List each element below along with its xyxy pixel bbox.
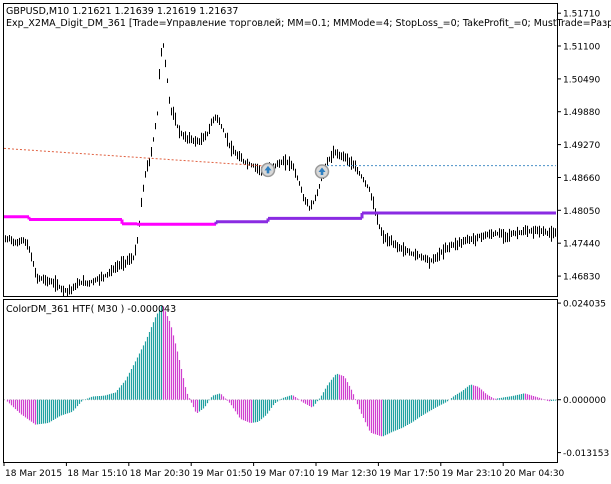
price-tick-label: 1.48050 xyxy=(563,207,600,217)
time-tick-label: 18 Mar 2015 xyxy=(5,469,62,479)
indicator-tick-label: 0.000000 xyxy=(563,396,606,406)
time-tick-label: 19 Mar 23:10 xyxy=(442,469,502,479)
time-tick-label: 18 Mar 20:30 xyxy=(130,469,190,479)
price-bars xyxy=(5,43,556,296)
price-tick-label: 1.49880 xyxy=(563,108,600,118)
buy-arrow-icon[interactable] xyxy=(314,164,330,179)
indicator-tick-label: -0.013153 xyxy=(563,449,609,459)
time-tick-label: 18 Mar 15:10 xyxy=(67,469,127,479)
price-tick-label: 1.51100 xyxy=(563,43,600,53)
price-tick-label: 1.50490 xyxy=(563,75,600,85)
expert-info-text: Exp_X2MA_Digit_DM_361 [Trade=Управление … xyxy=(6,18,611,29)
price-tick-label: 1.48660 xyxy=(563,174,600,184)
time-tick-label: 19 Mar 12:30 xyxy=(317,469,377,479)
symbol-info-text: GBPUSD,M10 1.21621 1.21639 1.21619 1.216… xyxy=(6,6,238,17)
main-price-panel[interactable] xyxy=(3,3,558,297)
indicator-title-text: ColorDM_361 HTF( M30 ) -0.000043 xyxy=(6,304,176,315)
buy-arrow-icon[interactable] xyxy=(260,162,276,178)
trend-line[interactable] xyxy=(4,147,269,167)
time-tick-label: 20 Mar 04:30 xyxy=(504,469,564,479)
price-axis: 1.51710 1.51100 1.50490 1.49880 1.49270 1.486… xyxy=(557,10,600,283)
price-tick-label: 1.51710 xyxy=(563,10,600,20)
time-axis: 18 Mar 2015 18 Mar 15:10 18 Mar 20:30 19 Ma… xyxy=(3,462,565,479)
price-tick-label: 1.49270 xyxy=(563,141,600,151)
price-tick-label: 1.47440 xyxy=(563,240,600,250)
time-tick-label: 19 Mar 07:10 xyxy=(255,469,315,479)
time-tick-label: 19 Mar 17:50 xyxy=(379,469,439,479)
indicator-axis: 0.024035 0.000000 -0.013153 xyxy=(557,300,609,459)
time-tick-label: 19 Mar 01:50 xyxy=(192,469,252,479)
indicator-tick-label: 0.024035 xyxy=(563,300,606,310)
indicator-panel[interactable] xyxy=(3,299,558,463)
price-tick-label: 1.46830 xyxy=(563,273,600,283)
